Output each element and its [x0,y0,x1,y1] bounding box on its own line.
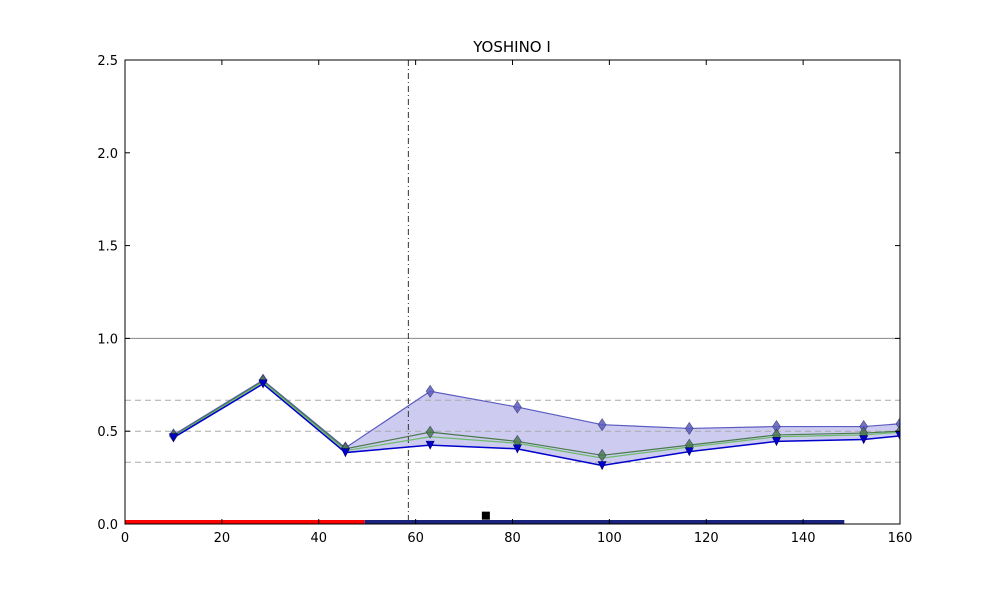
x-tick-label: 40 [310,531,327,546]
x-tick-label: 0 [121,531,129,546]
confidence-band [173,380,900,466]
baseline-bar-0 [125,520,365,524]
data-point [684,447,694,457]
data-point [771,437,781,447]
data-point [425,384,435,398]
y-tick-label: 1.5 [97,240,118,255]
square-marker [481,511,490,520]
plot-area [125,60,900,524]
data-point [597,461,607,471]
data-point [895,431,900,441]
x-tick-label: 120 [694,531,719,546]
data-point [340,448,350,458]
data-point [512,400,522,414]
data-point [684,421,694,435]
x-tick-label: 60 [407,531,424,546]
data-point [597,418,607,432]
chart-title: YOSHINO I [472,38,551,56]
y-tick-label: 2.0 [97,147,118,162]
x-tick-label: 20 [214,531,231,546]
x-tick-label: 80 [504,531,521,546]
data-point [859,435,869,445]
y-tick-label: 0.5 [97,425,118,440]
series-line-3 [173,382,900,467]
data-point [425,440,435,450]
y-tick-label: 1.0 [97,332,118,347]
series-line-1 [173,380,900,456]
data-point [168,433,178,443]
data-point [258,379,268,389]
series-line-0 [173,379,900,449]
baseline-bar-1 [364,520,845,524]
data-point [512,444,522,454]
x-tick-label: 100 [597,531,622,546]
x-tick-label: 160 [888,531,913,546]
y-tick-label: 0.0 [97,518,118,533]
y-tick-label: 2.5 [97,54,118,69]
series-line-2 [173,381,900,459]
axes: 0 20 40 60 80 100 120 140 160 0.0 0.5 1.0 1.5 2.0 2.5 [97,54,912,546]
x-tick-label: 140 [791,531,816,546]
data-point [425,425,435,439]
